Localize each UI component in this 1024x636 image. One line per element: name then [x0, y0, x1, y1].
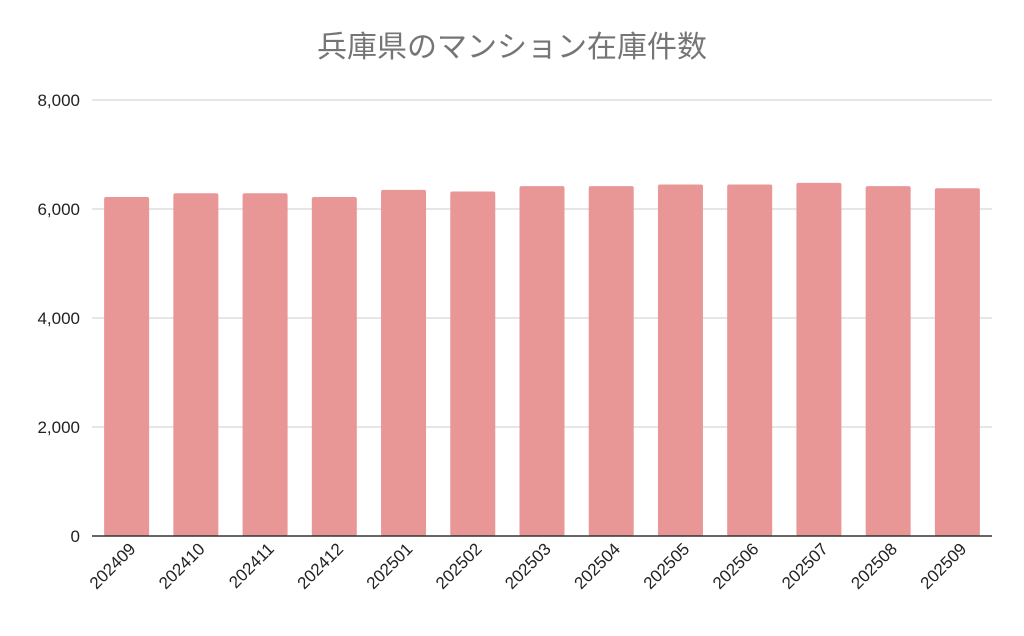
x-tick-label: 202505 [640, 539, 694, 593]
bar-202507 [796, 182, 842, 536]
bar-202409 [104, 197, 150, 536]
bar-202411 [242, 193, 288, 536]
x-axis-ticks: 202409 202410 202411 202412 202501 202502 2025… [86, 539, 970, 593]
x-tick-label: 202409 [86, 539, 140, 593]
x-tick-label: 202502 [432, 539, 486, 593]
x-tick-label: 202411 [225, 539, 278, 592]
bar-202412 [311, 197, 357, 536]
bar-202502 [450, 191, 496, 536]
bar-202505 [657, 184, 703, 536]
x-tick-label: 202507 [778, 539, 832, 593]
x-tick-label: 202503 [501, 539, 555, 593]
bar-202509 [934, 188, 980, 537]
bars [104, 182, 980, 537]
y-tick-label: 6,000 [37, 200, 80, 219]
bar-202504 [588, 186, 634, 537]
chart-title: 兵庫県のマンション在庫件数 [317, 30, 707, 65]
x-tick-label: 202506 [709, 539, 763, 593]
x-tick-label: 202508 [847, 539, 901, 593]
y-tick-label: 0 [71, 527, 80, 546]
x-tick-label: 202509 [917, 539, 971, 593]
bar-202503 [519, 186, 565, 537]
x-tick-label: 202504 [571, 539, 625, 593]
y-tick-label: 8,000 [37, 91, 80, 110]
x-tick-label: 202501 [363, 539, 417, 593]
bar-202410 [173, 193, 219, 536]
bar-202506 [727, 184, 773, 536]
y-tick-label: 2,000 [37, 418, 80, 437]
x-tick-label: 202410 [155, 539, 209, 593]
y-tick-label: 4,000 [37, 309, 80, 328]
x-tick-label: 202412 [294, 539, 348, 593]
bar-202508 [865, 186, 911, 537]
bar-202501 [381, 189, 427, 537]
y-axis-ticks: 0 2,000 4,000 6,000 8,000 [37, 91, 80, 546]
